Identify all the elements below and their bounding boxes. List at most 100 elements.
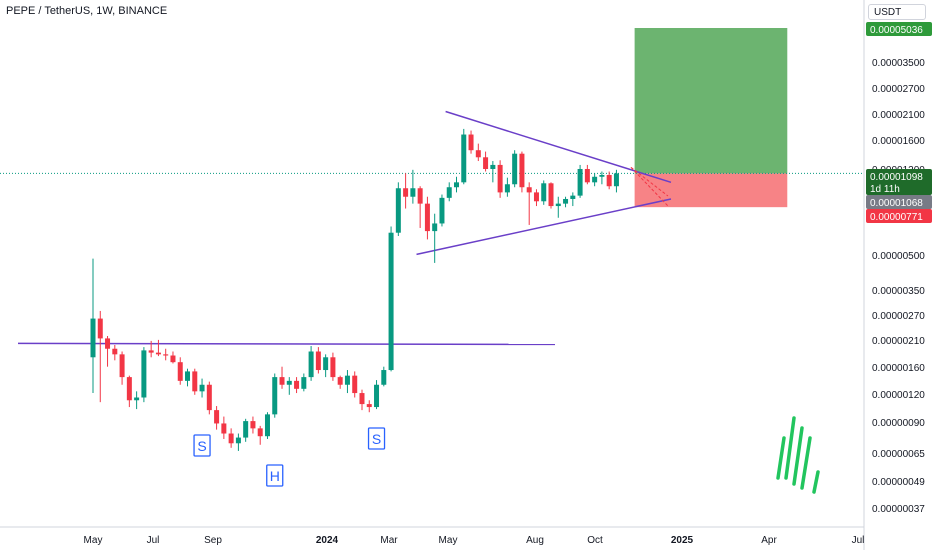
triangle-upper-line[interactable] bbox=[445, 110, 672, 184]
candle-body bbox=[439, 197, 445, 224]
candle bbox=[570, 192, 576, 207]
candle-body bbox=[97, 318, 103, 339]
candle bbox=[439, 194, 445, 227]
candle-body bbox=[134, 397, 140, 401]
candle bbox=[308, 346, 314, 381]
candle bbox=[461, 128, 467, 185]
stop-price-tag-box bbox=[866, 209, 932, 223]
candle-body bbox=[257, 428, 263, 437]
candle-body bbox=[541, 183, 547, 202]
time-tick-label: Jul bbox=[852, 535, 865, 546]
pattern-label-text: S bbox=[372, 431, 381, 447]
target-price-tag-text: 0.00005036 bbox=[870, 25, 923, 36]
candle-body bbox=[192, 371, 198, 392]
candle-body bbox=[141, 350, 147, 398]
time-tick-label: Apr bbox=[761, 535, 777, 546]
candle bbox=[206, 381, 212, 415]
price-tick-label: 0.00000037 bbox=[872, 504, 925, 515]
candle-body bbox=[279, 377, 285, 385]
candle bbox=[214, 406, 220, 430]
candle-body bbox=[112, 348, 118, 355]
logo-stroke bbox=[776, 436, 786, 480]
candle bbox=[504, 177, 510, 197]
candle-body bbox=[119, 354, 125, 378]
candle bbox=[250, 416, 256, 434]
watermark-logo bbox=[776, 416, 820, 494]
candle-body bbox=[221, 423, 227, 434]
candle bbox=[243, 418, 249, 442]
candle bbox=[192, 368, 198, 395]
pattern-label[interactable]: S bbox=[367, 427, 386, 450]
candle-body bbox=[504, 184, 510, 193]
price-tick-label: 0.00000090 bbox=[872, 418, 925, 429]
candle-body bbox=[206, 384, 212, 411]
entry-price-tag: 0.00001068 bbox=[866, 195, 932, 209]
price-tick-label: 0.00000065 bbox=[872, 449, 925, 460]
time-tick-label: May bbox=[84, 535, 103, 546]
logo-stroke bbox=[784, 416, 796, 480]
candle-body bbox=[235, 437, 241, 444]
candle-body bbox=[126, 377, 132, 401]
candle bbox=[294, 377, 300, 394]
candle bbox=[548, 182, 554, 209]
candle-body bbox=[366, 404, 372, 408]
candle bbox=[417, 186, 423, 228]
candle-body bbox=[243, 421, 249, 438]
candle bbox=[577, 164, 583, 198]
candle bbox=[228, 428, 234, 448]
candle bbox=[286, 377, 292, 395]
candle bbox=[563, 196, 569, 208]
candle bbox=[301, 373, 307, 392]
pattern-label-box bbox=[193, 434, 211, 457]
candle bbox=[526, 182, 532, 225]
candle-body bbox=[475, 150, 481, 158]
candle-body bbox=[330, 357, 336, 378]
candle-body bbox=[315, 351, 321, 371]
candle bbox=[410, 169, 416, 204]
pattern-label-box bbox=[367, 427, 386, 450]
candle bbox=[337, 375, 343, 389]
time-tick-label: Oct bbox=[587, 535, 603, 546]
target-zone[interactable] bbox=[634, 28, 788, 174]
candle bbox=[366, 400, 372, 413]
candle-body bbox=[599, 174, 605, 177]
candle-body bbox=[177, 362, 183, 381]
candle-body bbox=[199, 384, 205, 392]
candle-body bbox=[468, 134, 474, 151]
triangle-lower-line[interactable] bbox=[416, 198, 672, 256]
candlestick-series bbox=[90, 128, 619, 451]
candle-body bbox=[454, 182, 459, 188]
candle bbox=[185, 368, 191, 387]
candle-body bbox=[483, 157, 489, 169]
candle bbox=[163, 348, 169, 361]
candle bbox=[512, 150, 518, 188]
pattern-labels: S H S bbox=[193, 427, 386, 487]
projection-line bbox=[630, 166, 669, 207]
candle bbox=[90, 258, 96, 394]
time-axis[interactable]: May Jul Sep 2024 Mar May Aug Oct 2025 Apr Jul bbox=[84, 535, 865, 546]
price-tick-label: 0.00000120 bbox=[872, 390, 925, 401]
candle bbox=[155, 339, 161, 357]
logo-stroke bbox=[812, 470, 820, 494]
pattern-label-box bbox=[266, 464, 284, 487]
pattern-label[interactable]: H bbox=[266, 464, 284, 487]
candle-body bbox=[359, 393, 365, 405]
pattern-label[interactable]: S bbox=[193, 434, 211, 457]
currency-button[interactable]: USDT bbox=[868, 4, 926, 20]
candle bbox=[221, 416, 227, 439]
candle-body bbox=[352, 375, 358, 394]
candle bbox=[432, 213, 438, 263]
stop-price-tag-text: 0.00000771 bbox=[870, 212, 923, 223]
logo-stroke bbox=[792, 426, 804, 486]
candle-body bbox=[250, 421, 256, 429]
candle bbox=[235, 433, 241, 451]
candle-body bbox=[548, 183, 554, 207]
candle bbox=[264, 412, 270, 439]
candle bbox=[112, 344, 118, 361]
neckline[interactable] bbox=[17, 342, 556, 346]
price-tick-label: 0.00000049 bbox=[872, 477, 925, 488]
